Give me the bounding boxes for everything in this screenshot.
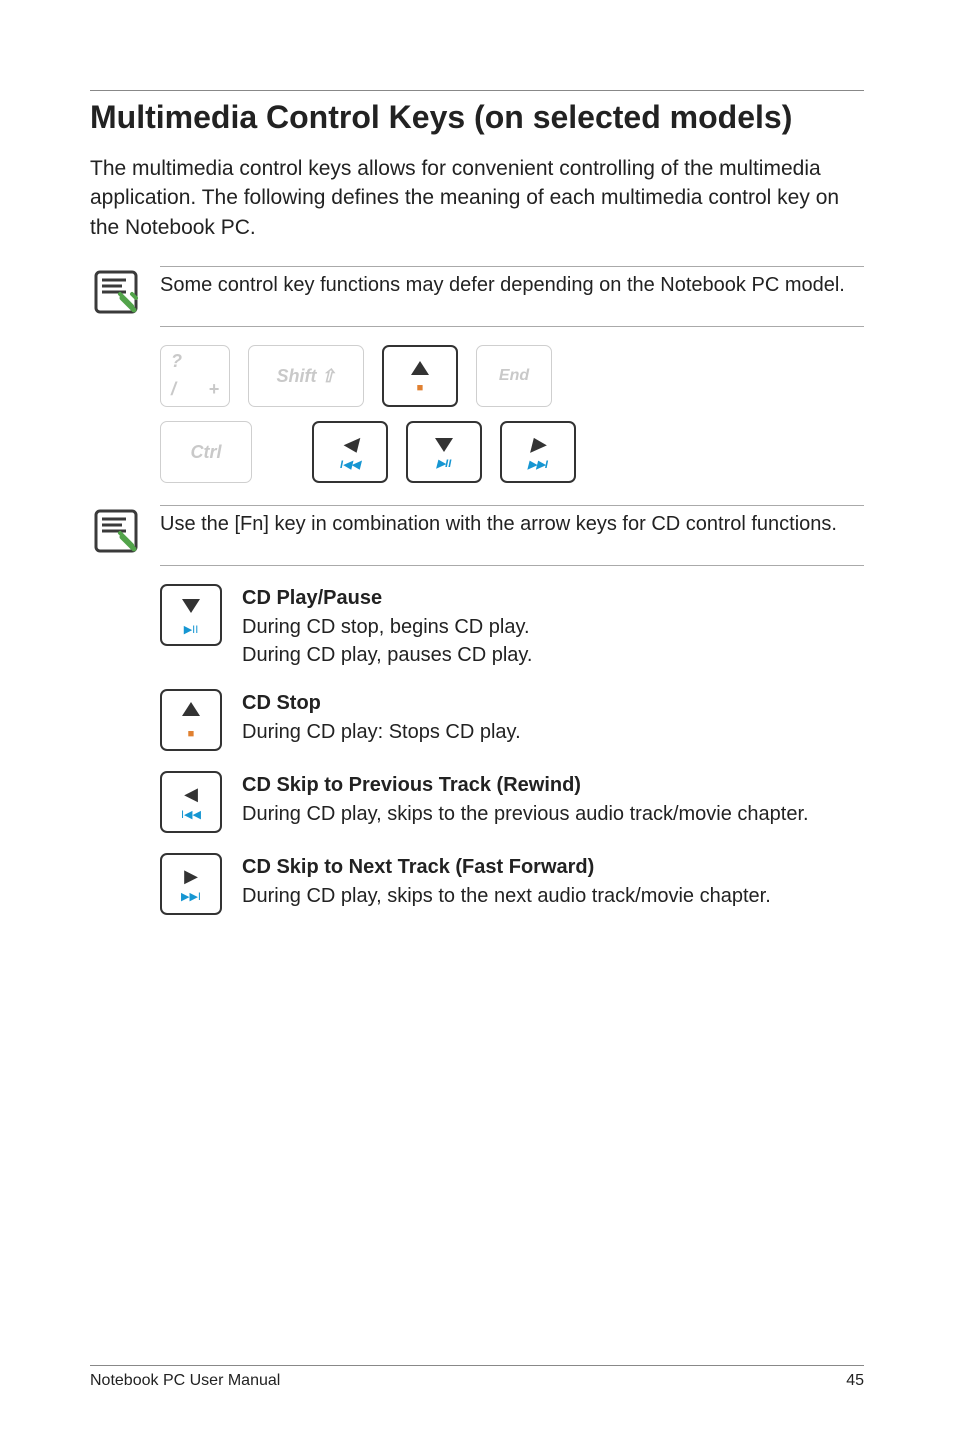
key-diagram: ? / + Shift⇧ ■ End Ctrl ◀ I◀◀ ▶II ▶ ▶▶I xyxy=(160,345,864,483)
key-right-next: ▶ ▶▶I xyxy=(500,421,576,483)
control-item-body: CD Skip to Next Track (Fast Forward)Duri… xyxy=(242,853,771,915)
key-down-play: ▶II xyxy=(406,421,482,483)
control-item-line: During CD play, pauses CD play. xyxy=(242,641,533,669)
control-item-title: CD Play/Pause xyxy=(242,584,533,612)
control-item-title: CD Skip to Previous Track (Rewind) xyxy=(242,771,809,799)
control-item-line: During CD play, skips to the next audio … xyxy=(242,882,771,910)
note-1-text: Some control key functions may defer dep… xyxy=(160,266,864,299)
control-item-line: During CD stop, begins CD play. xyxy=(242,613,533,641)
control-item-body: CD Play/PauseDuring CD stop, begins CD p… xyxy=(242,584,533,669)
key-up-stop: ■ xyxy=(382,345,458,407)
note-2: Use the [Fn] key in combination with the… xyxy=(90,505,864,557)
note-1: Some control key functions may defer dep… xyxy=(90,266,864,318)
control-item: ▶▶▶I CD Skip to Next Track (Fast Forward)… xyxy=(160,853,864,915)
key-shift: Shift⇧ xyxy=(248,345,364,407)
footer-left: Notebook PC User Manual xyxy=(90,1372,280,1390)
key-slash: ? / + xyxy=(160,345,230,407)
note-2-text: Use the [Fn] key in combination with the… xyxy=(160,505,864,538)
control-item-line: During CD play, skips to the previous au… xyxy=(242,800,809,828)
key-ctrl: Ctrl xyxy=(160,421,252,483)
control-key-icon: ■ xyxy=(160,689,222,751)
intro-paragraph: The multimedia control keys allows for c… xyxy=(90,154,864,242)
control-item-title: CD Skip to Next Track (Fast Forward) xyxy=(242,853,771,881)
key-left-prev: ◀ I◀◀ xyxy=(312,421,388,483)
control-item: ▶II CD Play/PauseDuring CD stop, begins C… xyxy=(160,584,864,669)
control-item-body: CD Skip to Previous Track (Rewind)During… xyxy=(242,771,809,833)
control-key-icon: ◀I◀◀ xyxy=(160,771,222,833)
note-icon xyxy=(90,266,142,318)
control-item-line: During CD play: Stops CD play. xyxy=(242,718,521,746)
page-heading: Multimedia Control Keys (on selected mod… xyxy=(90,90,864,136)
control-item: ◀I◀◀ CD Skip to Previous Track (Rewind)Du… xyxy=(160,771,864,833)
note-icon xyxy=(90,505,142,557)
control-item: ■ CD StopDuring CD play: Stops CD play. xyxy=(160,689,864,751)
control-item-title: CD Stop xyxy=(242,689,521,717)
page-footer: Notebook PC User Manual 45 xyxy=(90,1365,864,1390)
control-key-icon: ▶▶▶I xyxy=(160,853,222,915)
control-item-body: CD StopDuring CD play: Stops CD play. xyxy=(242,689,521,751)
footer-page-number: 45 xyxy=(846,1372,864,1390)
key-end: End xyxy=(476,345,552,407)
control-key-icon: ▶II xyxy=(160,584,222,646)
